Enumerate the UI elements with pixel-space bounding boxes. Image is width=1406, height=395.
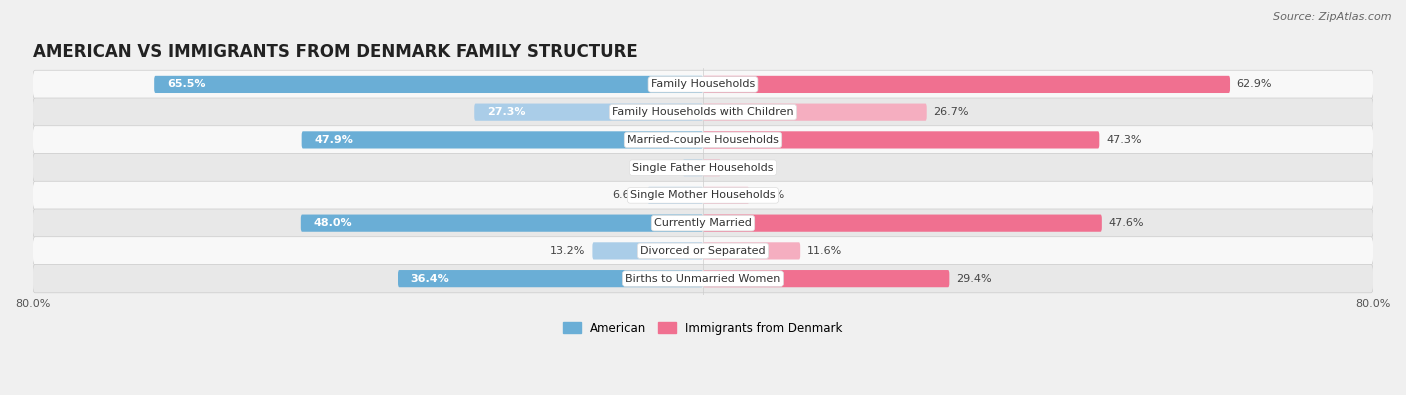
FancyBboxPatch shape	[683, 159, 703, 176]
FancyBboxPatch shape	[301, 214, 703, 232]
FancyBboxPatch shape	[302, 131, 703, 149]
Text: Births to Unmarried Women: Births to Unmarried Women	[626, 274, 780, 284]
FancyBboxPatch shape	[703, 187, 749, 204]
Text: 5.5%: 5.5%	[756, 190, 785, 200]
FancyBboxPatch shape	[703, 242, 800, 260]
Text: 29.4%: 29.4%	[956, 274, 991, 284]
Text: Family Households with Children: Family Households with Children	[612, 107, 794, 117]
Text: Divorced or Separated: Divorced or Separated	[640, 246, 766, 256]
FancyBboxPatch shape	[474, 103, 703, 121]
FancyBboxPatch shape	[32, 154, 1374, 182]
Text: 36.4%: 36.4%	[411, 274, 450, 284]
Text: 13.2%: 13.2%	[550, 246, 586, 256]
Text: 47.6%: 47.6%	[1108, 218, 1144, 228]
FancyBboxPatch shape	[703, 159, 721, 176]
Legend: American, Immigrants from Denmark: American, Immigrants from Denmark	[558, 317, 848, 339]
Text: 6.6%: 6.6%	[613, 190, 641, 200]
Text: Currently Married: Currently Married	[654, 218, 752, 228]
FancyBboxPatch shape	[32, 265, 1374, 293]
FancyBboxPatch shape	[703, 103, 927, 121]
FancyBboxPatch shape	[155, 76, 703, 93]
FancyBboxPatch shape	[32, 209, 1374, 237]
Text: 26.7%: 26.7%	[934, 107, 969, 117]
FancyBboxPatch shape	[32, 98, 1374, 126]
Text: Single Father Households: Single Father Households	[633, 163, 773, 173]
FancyBboxPatch shape	[32, 237, 1374, 265]
Text: 65.5%: 65.5%	[167, 79, 205, 89]
Text: Married-couple Households: Married-couple Households	[627, 135, 779, 145]
FancyBboxPatch shape	[592, 242, 703, 260]
Text: 2.1%: 2.1%	[727, 163, 755, 173]
Text: AMERICAN VS IMMIGRANTS FROM DENMARK FAMILY STRUCTURE: AMERICAN VS IMMIGRANTS FROM DENMARK FAMI…	[32, 43, 637, 61]
FancyBboxPatch shape	[32, 70, 1374, 99]
FancyBboxPatch shape	[703, 131, 1099, 149]
FancyBboxPatch shape	[703, 270, 949, 287]
Text: 48.0%: 48.0%	[314, 218, 352, 228]
Text: 47.3%: 47.3%	[1107, 135, 1142, 145]
FancyBboxPatch shape	[703, 76, 1230, 93]
FancyBboxPatch shape	[398, 270, 703, 287]
Text: Source: ZipAtlas.com: Source: ZipAtlas.com	[1274, 12, 1392, 22]
Text: 2.4%: 2.4%	[648, 163, 676, 173]
FancyBboxPatch shape	[648, 187, 703, 204]
Text: 62.9%: 62.9%	[1237, 79, 1272, 89]
Text: Family Households: Family Households	[651, 79, 755, 89]
Text: 11.6%: 11.6%	[807, 246, 842, 256]
FancyBboxPatch shape	[32, 126, 1374, 154]
Text: Single Mother Households: Single Mother Households	[630, 190, 776, 200]
Text: 47.9%: 47.9%	[314, 135, 353, 145]
Text: 27.3%: 27.3%	[486, 107, 526, 117]
FancyBboxPatch shape	[32, 181, 1374, 210]
FancyBboxPatch shape	[703, 214, 1102, 232]
